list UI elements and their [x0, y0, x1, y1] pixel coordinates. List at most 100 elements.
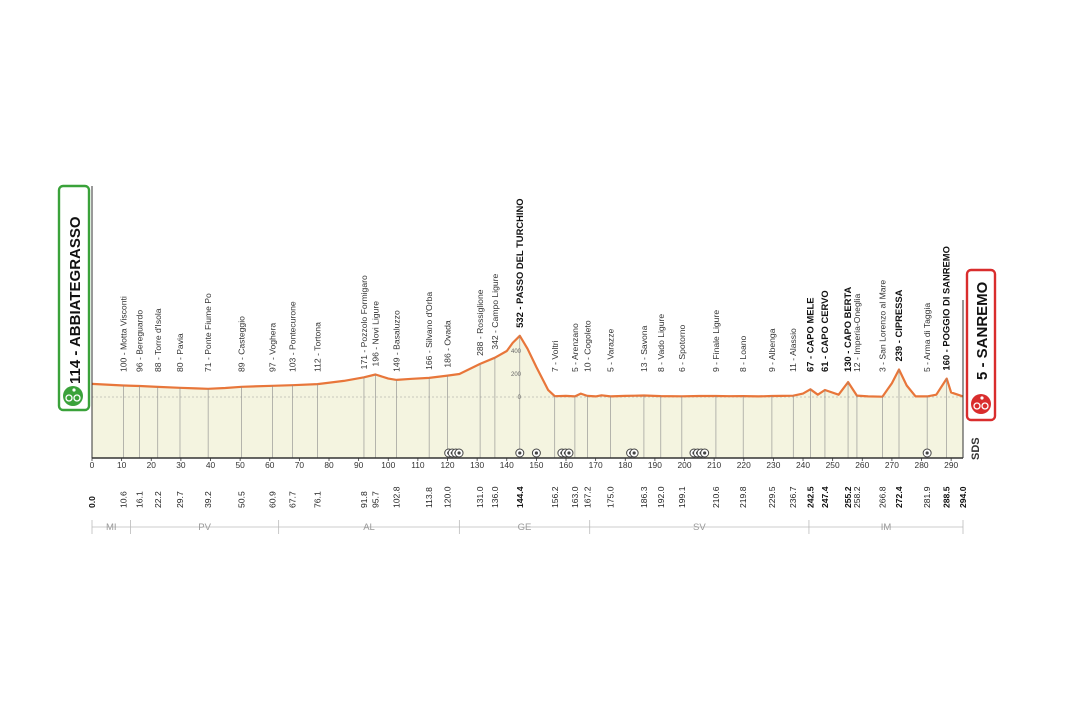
waypoint-km-label: 272.4: [894, 486, 904, 508]
waypoint-label: 88 - Torre d'Isola: [153, 308, 163, 372]
x-tick-label: 100: [381, 460, 395, 470]
waypoint-label: 342 - Campo Ligure: [490, 273, 500, 349]
x-tick-label: 280: [915, 460, 929, 470]
checkpoint-marker-dot: [518, 451, 522, 455]
waypoint-km-label: 210.6: [711, 486, 721, 508]
waypoint-label: 9 - Albenga: [767, 328, 777, 372]
checkpoint-marker-dot: [703, 451, 707, 455]
x-tick-label: 260: [855, 460, 869, 470]
checkpoint-marker-dot: [925, 451, 929, 455]
waypoint-label: 8 - Vado Ligure: [656, 314, 666, 372]
province-label: PV: [198, 522, 211, 533]
waypoint-km-label: 50.5: [237, 491, 247, 508]
checkpoint-marker-dot: [567, 451, 571, 455]
x-tick-label: 10: [117, 460, 127, 470]
waypoint-label: 100 - Motta Visconti: [118, 296, 128, 372]
waypoint-label: 288 - Rossiglione: [475, 289, 485, 356]
x-tick-label: 290: [944, 460, 958, 470]
x-tick-label: 40: [206, 460, 216, 470]
waypoint-km-label: 219.8: [738, 486, 748, 508]
waypoint-label: 13 - Savona: [639, 325, 649, 372]
waypoint-km-label: 131.0: [475, 486, 485, 508]
province-label: AL: [363, 522, 375, 533]
waypoint-km-label: 39.2: [203, 491, 213, 508]
km-labels-group: 0.0 10.6 16.1 22.2 29.7 39.2 50.5 60.9 67.7 76.1 9…: [87, 486, 968, 508]
start-label: 114 - ABBIATEGRASSO: [67, 216, 84, 384]
x-tick-label: 240: [796, 460, 810, 470]
profile-fill: [92, 335, 963, 458]
altitude-tick-label: 200: [511, 372, 522, 378]
start-cyclist-wheel-icon: [73, 394, 81, 402]
x-tick-label: 20: [147, 460, 157, 470]
x-tick-label: 140: [500, 460, 514, 470]
waypoint-label: 61 - CAPO CERVO: [819, 290, 830, 372]
x-tick-label: 230: [766, 460, 780, 470]
waypoint-km-label: 10.6: [118, 491, 128, 508]
waypoint-label: 103 - Pontecurone: [288, 301, 298, 372]
waypoint-label: 112 - Tortona: [312, 322, 322, 372]
waypoint-label: 149 - Basaluzzo: [392, 310, 402, 372]
checkpoint-marker-dot: [632, 451, 636, 455]
finish-cyclist-wheel-icon: [981, 402, 989, 410]
x-tick-label: 0: [90, 460, 95, 470]
finish-badge-frame: [965, 268, 997, 422]
province-label: IM: [881, 522, 892, 533]
waypoint-label: 7 - Voltri: [550, 340, 560, 372]
waypoint-label: 5 - Arenzano: [570, 323, 580, 372]
waypoint-km-label: 120.0: [443, 486, 453, 508]
waypoint-km-label: 229.5: [767, 486, 777, 508]
profile-area-group: [91, 186, 964, 458]
x-tick-label: 30: [176, 460, 186, 470]
x-tick-label: 110: [411, 460, 425, 470]
waypoint-km-label: 16.1: [135, 491, 145, 508]
finish-cyclist-head-icon: [980, 396, 984, 400]
waypoint-label: 160 - POGGIO DI SANREMO: [941, 246, 952, 371]
waypoint-km-label: 192.0: [656, 486, 666, 508]
finish-cyclist-wheel-icon: [973, 402, 981, 410]
waypoint-km-label: 266.8: [877, 486, 887, 508]
x-tick-label: 180: [618, 460, 632, 470]
waypoint-label: 186 - Ovada: [443, 320, 453, 368]
intermediate-markers-group: [444, 448, 932, 458]
x-axis-group: 0 10 20 30 40 50 60 70 80 90 100 110 120 130 140 150 160…: [90, 457, 963, 470]
waypoint-label: 196 - Novi Ligure: [371, 301, 381, 367]
waypoint-label: 166 - Silvano d'Orba: [424, 292, 434, 370]
x-tick-label: 70: [295, 460, 305, 470]
altitude-tick-label: 0: [518, 395, 522, 401]
x-tick-label: 220: [737, 460, 751, 470]
waypoint-km-label: 255.2: [843, 486, 853, 508]
waypoint-km-label: 186.3: [639, 486, 649, 508]
x-tick-label: 60: [265, 460, 275, 470]
waypoint-km-label: 102.8: [392, 486, 402, 508]
waypoint-km-label: 0.0: [87, 496, 97, 508]
start-cyclist-head-icon: [72, 388, 76, 392]
start-cyclist-wheel-icon: [65, 394, 73, 402]
waypoint-label: 239 - CIPRESSA: [893, 289, 904, 361]
x-tick-label: 210: [707, 460, 721, 470]
sds-logo: SDS: [970, 437, 982, 460]
waypoint-km-label: 281.9: [922, 486, 932, 508]
waypoint-km-label: 67.7: [288, 491, 298, 508]
waypoint-km-label: 294.0: [958, 486, 968, 508]
provinces-group: MI PV AL GE SV IM: [91, 520, 964, 534]
waypoint-label: 6 - Spotorno: [677, 324, 687, 372]
checkpoint-marker-dot: [534, 451, 538, 455]
waypoint-km-label: 199.1: [677, 486, 687, 508]
altitude-scale-group: 0 200 400: [511, 349, 522, 401]
waypoint-label: 96 - Bereguardo: [135, 310, 145, 372]
waypoint-km-label: 163.0: [570, 486, 580, 508]
x-tick-label: 120: [441, 460, 455, 470]
x-tick-label: 50: [235, 460, 245, 470]
x-tick-label: 160: [559, 460, 573, 470]
x-tick-label: 270: [885, 460, 899, 470]
waypoint-km-label: 236.7: [788, 486, 798, 508]
waypoint-label: 97 - Voghera: [267, 323, 277, 372]
checkpoint-marker-dot: [457, 451, 461, 455]
waypoint-label: 171 - Pozzolo Formigaro: [359, 275, 369, 369]
x-tick-label: 150: [529, 460, 543, 470]
waypoint-label: 130 - CAPO BERTA: [842, 287, 853, 372]
altitude-tick-label: 400: [511, 349, 522, 355]
waypoint-label: 8 - Loano: [738, 335, 748, 372]
x-tick-label: 80: [324, 460, 334, 470]
waypoint-km-label: 258.2: [852, 486, 862, 508]
